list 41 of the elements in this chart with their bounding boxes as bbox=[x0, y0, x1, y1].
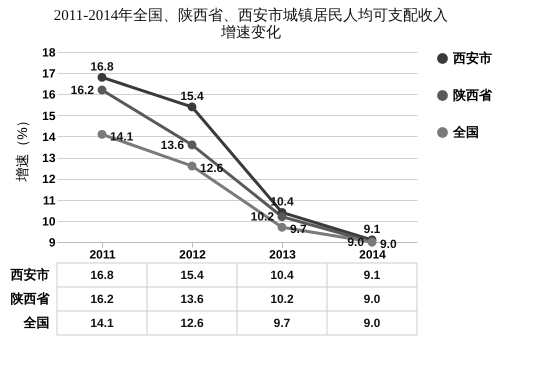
y-axis-title: 增速（%） bbox=[14, 113, 30, 183]
data-label: 13.6 bbox=[180, 292, 204, 306]
x-tick-label: 2011 bbox=[89, 248, 116, 262]
data-label: 16.8 bbox=[90, 268, 114, 282]
data-label: 9.7 bbox=[274, 316, 291, 330]
text: 全国 bbox=[24, 315, 50, 330]
data-label: 16.2 bbox=[90, 292, 114, 306]
chart-title: 2011-2014年全国、陕西省、西安市城镇居民人均可支配收入 bbox=[54, 7, 448, 24]
data-label: 9.1 bbox=[364, 268, 381, 282]
text: 14.1 bbox=[110, 129, 134, 144]
data-label: 14.1 bbox=[90, 316, 114, 330]
x-tick-label: 2013 bbox=[269, 248, 296, 262]
data-label: 15.4 bbox=[180, 268, 204, 282]
text: 陕西省 bbox=[10, 291, 50, 306]
text: 16.8 bbox=[90, 59, 114, 74]
data-label: 12.6 bbox=[180, 316, 204, 330]
text: 9.7 bbox=[290, 222, 307, 236]
y-tick-label: 14 bbox=[42, 130, 56, 144]
data-label: 9.0 bbox=[364, 292, 381, 306]
data-label: 10.2 bbox=[270, 292, 294, 306]
y-tick-label: 15 bbox=[42, 108, 56, 123]
y-tick-label: 11 bbox=[42, 193, 56, 208]
text: 16.2 bbox=[70, 83, 94, 97]
legend-label: 西安市 bbox=[452, 50, 492, 66]
data-label: 10.4 bbox=[270, 268, 294, 282]
y-tick-label: 18 bbox=[42, 46, 56, 60]
text: 15.4 bbox=[180, 88, 204, 103]
data-label: 9.0 bbox=[364, 316, 381, 330]
x-tick-label: 2012 bbox=[179, 248, 206, 262]
y-tick-label: 16 bbox=[42, 88, 56, 102]
y-tick-label: 13 bbox=[42, 151, 56, 166]
text: 西安市 bbox=[10, 267, 50, 282]
legend-label: 全国 bbox=[452, 124, 479, 140]
legend-label: 陕西省 bbox=[453, 88, 493, 102]
chart-subtitle: 增速变化 bbox=[220, 24, 281, 41]
y-tick-label: 9 bbox=[48, 236, 56, 250]
y-tick-label: 17 bbox=[42, 66, 56, 81]
y-tick-label: 10 bbox=[42, 214, 56, 228]
text: 13.6 bbox=[160, 138, 184, 152]
y-tick-label: 12 bbox=[42, 172, 56, 186]
text: 9.1 bbox=[364, 222, 380, 236]
